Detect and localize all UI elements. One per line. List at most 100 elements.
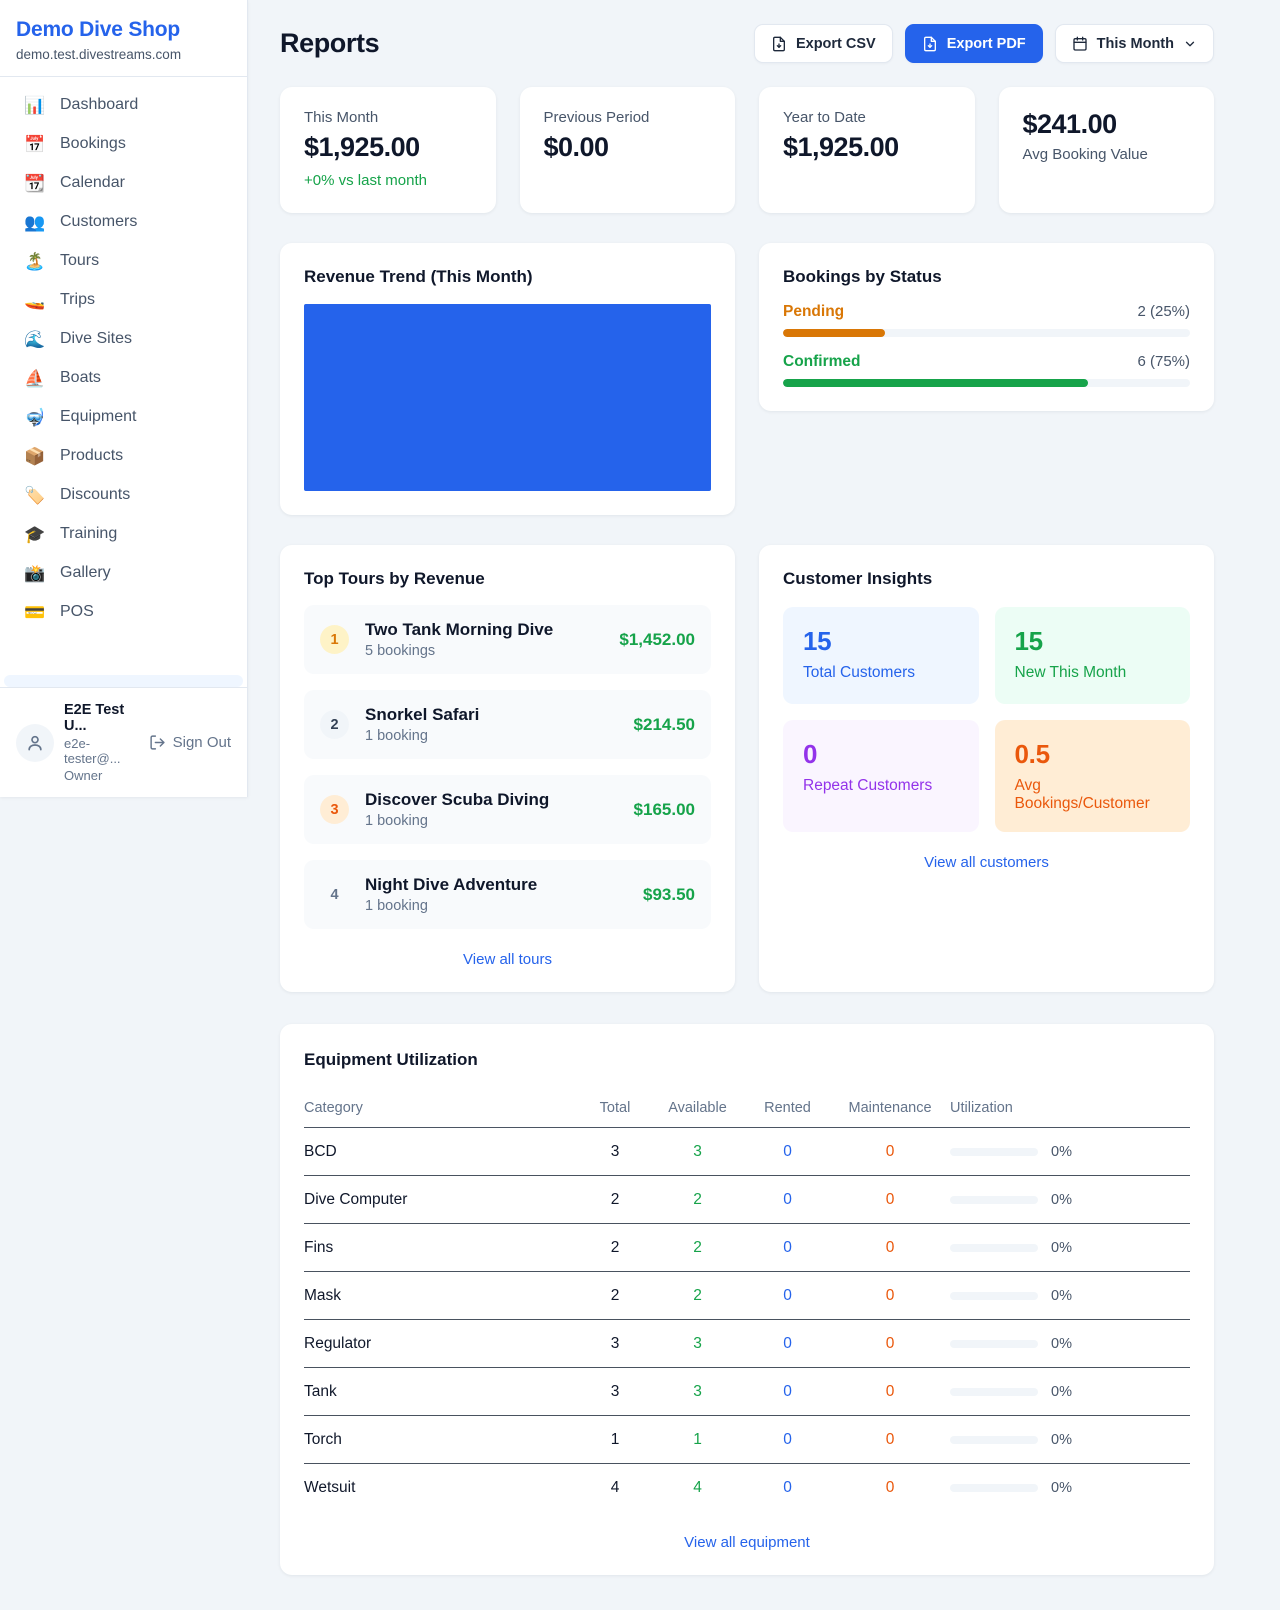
sidebar-nav-item[interactable]: ⛵ Boats: [12, 360, 235, 396]
nav-item-icon: 📊: [24, 95, 46, 115]
col-rented: Rented: [764, 1099, 811, 1116]
cell-rented: 0: [783, 1238, 792, 1256]
tour-name: Two Tank Morning Dive: [365, 620, 554, 639]
tour-row[interactable]: 2 Snorkel Safari 1 booking $214.50: [304, 690, 711, 759]
stat-label: Previous Period: [543, 109, 650, 126]
tour-rank-badge: 2: [320, 710, 349, 739]
cell-utilization: 0%: [950, 1192, 1190, 1208]
cell-utilization: 0%: [950, 1480, 1190, 1496]
sidebar-nav-item[interactable]: 📦 Products: [12, 438, 235, 474]
cell-utilization: 0%: [950, 1336, 1190, 1352]
equipment-row: Mask 2 2 0 0 0%: [304, 1272, 1190, 1320]
nav-item-label: Products: [60, 447, 124, 464]
cell-total: 2: [610, 1190, 620, 1208]
tour-row[interactable]: 4 Night Dive Adventure 1 booking $93.50: [304, 860, 711, 929]
stat-value: $1,925.00: [304, 132, 420, 162]
insight-tile: 0 Repeat Customers: [783, 720, 979, 832]
status-group: Pending 2 (25%): [783, 303, 1190, 337]
sidebar-nav-item[interactable]: 🚤 Trips: [12, 282, 235, 318]
sidebar-nav-item[interactable]: 💳 POS: [12, 594, 235, 630]
view-all-tours-link[interactable]: View all tours: [463, 951, 552, 968]
cell-rented: 0: [783, 1142, 792, 1160]
cell-maintenance: 0: [885, 1382, 895, 1400]
tour-meta: Discover Scuba Diving 1 booking: [365, 790, 618, 829]
shop-domain: demo.test.divestreams.com: [16, 47, 182, 62]
insights-row: Top Tours by Revenue 1 Two Tank Morning …: [280, 545, 1214, 992]
nav-item-label: Boats: [60, 369, 101, 386]
tour-bookings: 1 booking: [365, 728, 428, 744]
person-icon: [28, 735, 42, 750]
equipment-row: Torch 1 1 0 0 0%: [304, 1416, 1190, 1464]
tour-revenue: $214.50: [633, 714, 695, 734]
user-box: E2E Test U... e2e-tester@... Owner Sign …: [0, 687, 247, 797]
file-download-icon: [772, 36, 785, 51]
nav-item-icon: 📆: [24, 173, 46, 193]
tour-row[interactable]: 1 Two Tank Morning Dive 5 bookings $1,45…: [304, 605, 711, 674]
insight-tile: 15 New This Month: [994, 607, 1190, 704]
cell-total: 1: [610, 1430, 620, 1448]
insight-label: Avg Bookings/Customer: [1014, 777, 1150, 812]
sidebar-nav-item[interactable]: 👥 Customers: [12, 204, 235, 240]
status-bar-track: [783, 379, 1190, 387]
sidebar-nav-item[interactable]: 📸 Gallery: [12, 555, 235, 591]
nav-item-icon: ⛵: [24, 368, 46, 388]
sidebar-nav-item[interactable]: 🤿 Equipment: [12, 399, 235, 435]
cell-category: BCD: [304, 1142, 337, 1160]
equipment-title: Equipment Utilization: [304, 1050, 478, 1069]
active-nav-pill-partial[interactable]: [4, 675, 243, 687]
export-csv-label: Export CSV: [795, 35, 876, 52]
sidebar-nav: 📊 Dashboard 📅 Bookings 📆 Calendar 👥 Cust…: [0, 77, 247, 673]
stat-value: $0.00: [543, 132, 610, 162]
stat-label: This Month: [304, 109, 379, 126]
sidebar-nav-item[interactable]: 📅 Bookings: [12, 126, 235, 162]
tour-bookings: 1 booking: [365, 813, 428, 829]
cell-available: 2: [693, 1238, 702, 1256]
cell-maintenance: 0: [885, 1190, 895, 1208]
status-head: Confirmed 6 (75%): [783, 353, 1190, 371]
tour-rank-badge: 1: [320, 625, 349, 654]
view-all-equipment-link[interactable]: View all equipment: [684, 1534, 810, 1551]
cell-available: 1: [693, 1430, 702, 1448]
cell-total: 3: [610, 1142, 620, 1160]
nav-item-label: Gallery: [60, 564, 111, 581]
cell-available: 3: [693, 1334, 702, 1352]
equipment-table-header: Category Total Available Rented Maintena…: [304, 1088, 1190, 1128]
utilization-bar-track: [950, 1147, 1038, 1156]
tour-meta: Night Dive Adventure 1 booking: [365, 875, 627, 914]
sidebar-nav-item[interactable]: 📊 Dashboard: [12, 87, 235, 123]
status-list: Pending 2 (25%) Confirmed 6 (75%): [783, 303, 1190, 387]
sidebar-nav-item[interactable]: 📆 Calendar: [12, 165, 235, 201]
insight-value: 15: [803, 626, 832, 656]
period-dropdown[interactable]: This Month: [1054, 24, 1214, 63]
sign-out-button[interactable]: Sign Out: [149, 734, 231, 751]
status-count: 6 (75%): [1137, 353, 1190, 370]
tour-row[interactable]: 3 Discover Scuba Diving 1 booking $165.0…: [304, 775, 711, 844]
utilization-percent: 0%: [1051, 1383, 1072, 1400]
export-pdf-button[interactable]: Export PDF: [904, 24, 1043, 63]
period-label: This Month: [1096, 35, 1174, 52]
insight-tile: 0.5 Avg Bookings/Customer: [994, 720, 1190, 832]
view-all-customers-link[interactable]: View all customers: [924, 854, 1049, 871]
export-csv-button[interactable]: Export CSV: [753, 24, 893, 63]
status-bar-fill: [783, 379, 1089, 387]
status-bar-track: [783, 329, 1190, 337]
bookings-by-status-title: Bookings by Status: [783, 267, 942, 286]
stat-delta: +0% vs last month: [304, 172, 427, 189]
sidebar-nav-item[interactable]: 🎓 Training: [12, 516, 235, 552]
stat-card: Avg Booking Value $241.00: [998, 87, 1214, 213]
user-role: Owner: [64, 768, 103, 783]
stat-label: Year to Date: [783, 109, 866, 126]
nav-item-label: Dashboard: [60, 96, 139, 113]
sidebar-nav-item[interactable]: 🌊 Dive Sites: [12, 321, 235, 357]
sign-out-icon: [150, 735, 165, 750]
cell-category: Fins: [304, 1238, 334, 1256]
cell-utilization: 0%: [950, 1432, 1190, 1448]
utilization-percent: 0%: [1051, 1287, 1072, 1304]
nav-item-icon: 🎓: [24, 524, 46, 544]
sidebar-nav-item[interactable]: 🏷️ Discounts: [12, 477, 235, 513]
tour-list: 1 Two Tank Morning Dive 5 bookings $1,45…: [304, 589, 711, 929]
utilization-bar-track: [950, 1291, 1038, 1300]
tour-revenue: $1,452.00: [619, 629, 695, 649]
sidebar-nav-item[interactable]: 🏝️ Tours: [12, 243, 235, 279]
equipment-row: Wetsuit 4 4 0 0 0%: [304, 1464, 1190, 1512]
